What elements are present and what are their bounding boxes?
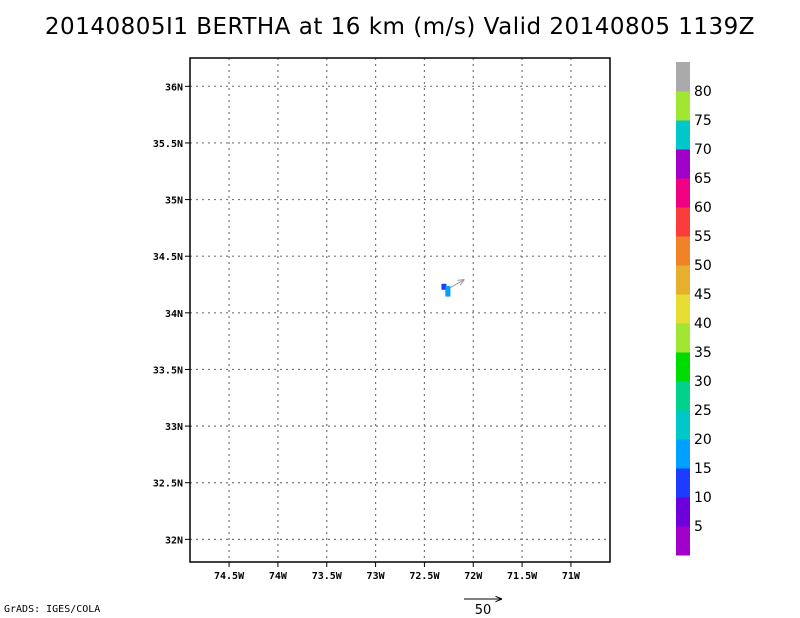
colorbar-segment [676,120,690,150]
colorbar-segment [676,207,690,237]
grid-lines [190,58,610,562]
colorbar-segment [676,526,690,556]
colorbar-label: 5 [694,519,703,535]
colorbar-label: 40 [694,316,712,332]
colorbar-segment [676,265,690,295]
colorbar-segment [676,178,690,208]
wind-vectors [449,279,465,289]
colorbar-segment [676,381,690,411]
x-tick-label: 71.5W [507,571,538,582]
colorbar-label: 65 [694,171,712,187]
y-tick-label: 33.5N [153,365,183,376]
colorbar-label: 30 [694,374,712,390]
colorbar-label: 25 [694,403,712,419]
wind-vector-shaft [449,279,465,289]
x-tick-label: 73.5W [312,571,343,582]
wind-vector-head [459,279,465,286]
x-tick-label: 72.5W [409,571,440,582]
y-tick-label: 32.5N [153,479,183,490]
y-tick-label: 36N [165,82,183,93]
wind-speed-cell [445,286,451,293]
colorbar-label: 55 [694,229,712,245]
x-tick-label: 72W [464,571,483,582]
reference-vector-label: 50 [475,603,492,618]
colorbar-segment [676,294,690,324]
wind-speed-cells [441,283,451,297]
y-tick-label: 32N [165,535,183,546]
chart-title: 20140805I1 BERTHA at 16 km (m/s) Valid 2… [44,14,756,40]
credit-text: GrADS: IGES/COLA [4,604,101,615]
y-tick-label: 33N [165,422,183,433]
colorbar-label: 45 [694,287,712,303]
wind-vector-head [457,279,465,281]
colorbar-label: 50 [694,258,712,274]
axis-ticks: 74.5W 74W 73.5W 73W 72.5W 72W 71.5W 71W 32N 32.5N… [153,82,581,582]
y-tick-label: 35.5N [153,139,183,150]
reference-vector: 50 [464,595,503,618]
colorbar-segment [676,352,690,382]
colorbar-label: 20 [694,432,712,448]
colorbar-segment [676,91,690,121]
y-tick-label: 34.5N [153,252,183,263]
colorbar-segment [676,468,690,498]
wind-speed-cell [445,290,451,297]
wind-speed-cell [441,283,447,290]
x-tick-label: 74.5W [214,571,245,582]
colorbar-segment [676,62,690,92]
colorbar-label: 70 [694,142,712,158]
colorbar-label: 60 [694,200,712,216]
x-tick-label: 73W [367,571,386,582]
colorbar-label: 75 [694,113,712,129]
x-tick-label: 71W [562,571,581,582]
plot-frame [189,57,611,563]
colorbar-segment [676,497,690,527]
colorbar-segment [676,410,690,440]
colorbar-segment [676,439,690,469]
colorbar-label: 35 [694,345,712,361]
colorbar-segment [676,149,690,179]
reference-vector-head [495,595,503,600]
colorbar-label: 15 [694,461,712,477]
y-tick-label: 34N [165,309,183,320]
x-tick-label: 74W [269,571,288,582]
colorbar: 5 10 15 20 25 30 35 40 45 50 55 60 65 70 75 80 [676,62,712,556]
y-tick-label: 35N [165,196,183,207]
colorbar-label: 10 [694,490,712,506]
colorbar-segment [676,323,690,353]
colorbar-label: 80 [694,84,712,100]
colorbar-segment [676,236,690,266]
reference-vector-head [495,598,503,603]
